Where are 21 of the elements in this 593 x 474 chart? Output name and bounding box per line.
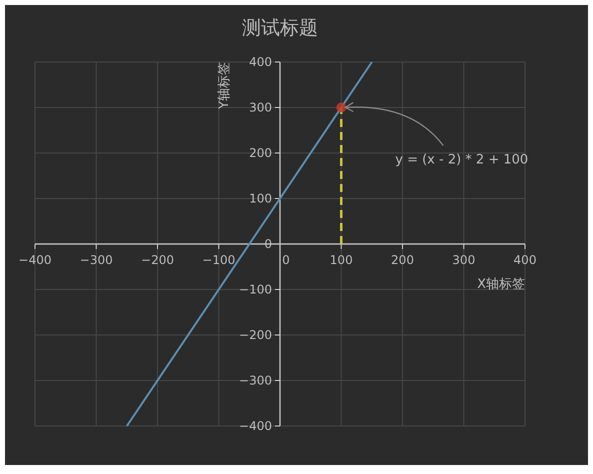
y-tick-label: 300 xyxy=(249,100,272,114)
x-tick-label: 200 xyxy=(391,253,414,267)
annotation: y = (x - 2) * 2 + 100 xyxy=(395,152,528,168)
y-tick-label: −300 xyxy=(239,374,272,388)
x-axis-title: X轴标签 xyxy=(477,277,525,292)
x-tick-label: 0 xyxy=(282,253,290,267)
y-tick-label: −400 xyxy=(239,419,272,433)
x-tick-label: −200 xyxy=(141,253,174,267)
y-axis-title: Y轴标签 xyxy=(217,62,232,110)
x-tick-label: 100 xyxy=(330,253,353,267)
y-tick-label: −200 xyxy=(239,328,272,342)
x-tick-label: −400 xyxy=(18,253,52,267)
x-tick-label: 300 xyxy=(452,253,476,267)
y-tick-label: 100 xyxy=(249,192,272,206)
chart-title: 测试标题 xyxy=(242,17,318,39)
x-tick-label: −300 xyxy=(80,253,113,267)
y-tick-label: −100 xyxy=(239,282,272,296)
y-tick-label: 400 xyxy=(249,55,272,69)
x-tick-label: −100 xyxy=(202,253,236,267)
y-tick-label: 200 xyxy=(249,146,272,160)
x-tick-label: 400 xyxy=(514,253,536,267)
